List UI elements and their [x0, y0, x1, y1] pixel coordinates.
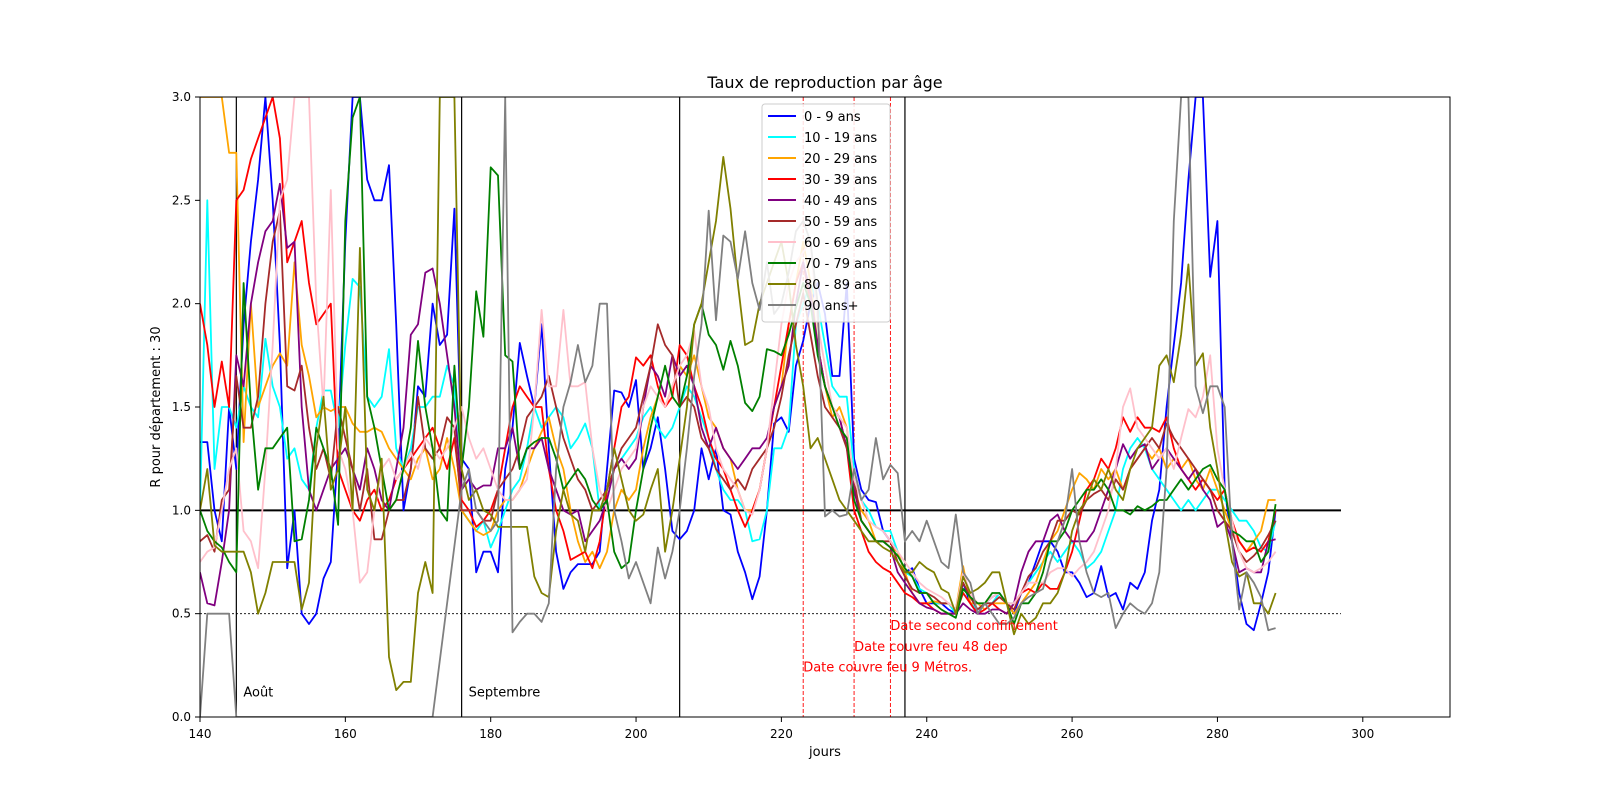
- legend-label-7: 70 - 79 ans: [804, 257, 877, 272]
- y-tick-label-1: 0.5: [172, 607, 191, 621]
- month-label-0: Août: [243, 685, 273, 700]
- y-tick-label-6: 3.0: [172, 90, 191, 104]
- y-tick-label-4: 2.0: [172, 297, 191, 311]
- x-tick-label-2: 180: [479, 727, 502, 741]
- y-tick-label-0: 0.0: [172, 710, 191, 724]
- event-label-2: Date second confinement: [890, 619, 1057, 634]
- series-line-7: [200, 97, 1277, 625]
- x-axis-label: jours: [808, 745, 841, 760]
- series-line-1: [200, 199, 1277, 615]
- month-label-1: Septembre: [469, 685, 541, 700]
- x-tick-label-3: 200: [625, 727, 648, 741]
- legend-label-1: 10 - 19 ans: [804, 131, 877, 146]
- x-tick-label-6: 260: [1061, 727, 1084, 741]
- x-axis: 140 160 180 200 220 240 260 280 300: [189, 717, 1374, 741]
- series-line-3: [200, 97, 1277, 615]
- series-line-9: [200, 97, 1276, 717]
- x-tick-label-0: 140: [189, 727, 212, 741]
- series-line-5: [200, 209, 1277, 611]
- legend-label-4: 40 - 49 ans: [804, 194, 877, 209]
- x-tick-label-8: 300: [1351, 727, 1374, 741]
- y-tick-label-3: 1.5: [172, 400, 191, 414]
- chart-title: Taux de reproduction par âge: [706, 73, 942, 92]
- legend-label-8: 80 - 89 ans: [804, 278, 877, 293]
- legend-label-6: 60 - 69 ans: [804, 236, 877, 251]
- legend-label-3: 30 - 39 ans: [804, 173, 877, 188]
- x-tick-label-4: 220: [770, 727, 793, 741]
- series-line-6: [200, 97, 1277, 611]
- legend-label-0: 0 - 9 ans: [804, 110, 861, 125]
- legend-label-9: 90 ans+: [804, 299, 859, 314]
- y-axis: 0.0 0.5 1.0 1.5 2.0 2.5 3.0: [172, 90, 200, 724]
- y-tick-label-5: 2.5: [172, 193, 191, 207]
- series-line-8: [200, 97, 1277, 691]
- legend: 0 - 9 ans 10 - 19 ans 20 - 29 ans 30 - 39 a…: [761, 103, 891, 323]
- event-label-0: Date couvre feu 9 Métros.: [803, 661, 972, 676]
- y-tick-label-2: 1.0: [172, 503, 191, 517]
- annotations: Août Septembre Date couvre feu 9 Métros. Da…: [243, 619, 1058, 700]
- x-tick-label-5: 240: [915, 727, 938, 741]
- legend-label-2: 20 - 29 ans: [804, 152, 877, 167]
- legend-label-5: 50 - 59 ans: [804, 215, 877, 230]
- series-line-0: [200, 97, 1277, 632]
- y-axis-label: R pour département : 30: [149, 326, 164, 487]
- series-line-4: [200, 182, 1276, 615]
- x-tick-label-7: 280: [1206, 727, 1229, 741]
- plot-area: [200, 97, 1341, 717]
- event-label-1: Date couvre feu 48 dep: [854, 640, 1008, 655]
- x-tick-label-1: 160: [334, 727, 357, 741]
